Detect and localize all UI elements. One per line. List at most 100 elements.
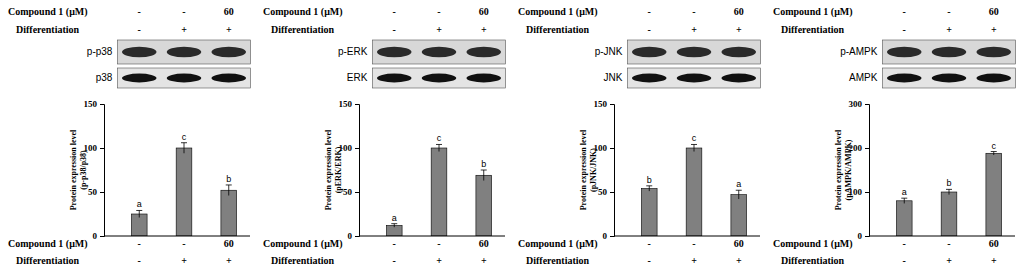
significance-letter: c bbox=[182, 132, 187, 142]
y-tick-mark bbox=[355, 104, 359, 105]
y-tick-mark bbox=[100, 148, 104, 149]
condition-entry: + bbox=[946, 255, 952, 266]
blot-band bbox=[212, 47, 246, 58]
bar bbox=[176, 148, 192, 236]
condition-entry: - bbox=[138, 255, 141, 266]
y-axis-line bbox=[100, 105, 105, 237]
condition-entry: - bbox=[393, 6, 396, 17]
x-axis bbox=[614, 236, 760, 237]
y-tick-label: 0 bbox=[858, 231, 863, 241]
significance-letter: c bbox=[437, 133, 442, 143]
blot-band bbox=[122, 74, 156, 83]
significance-letter: b bbox=[647, 175, 652, 185]
x-axis-line bbox=[104, 236, 250, 237]
significance-letter: a bbox=[902, 187, 907, 197]
y-tick-mark bbox=[610, 104, 614, 105]
y-tick-label: 0 bbox=[93, 231, 98, 241]
condition-label: Compound 1 (μM) bbox=[8, 6, 88, 18]
y-axis-title: (pERK/ERK) bbox=[334, 146, 343, 193]
condition-entry: - bbox=[437, 6, 440, 17]
condition-entry: - bbox=[903, 24, 906, 35]
plot-marks bbox=[131, 143, 236, 236]
y-tick: 150 bbox=[339, 99, 360, 109]
blot-band bbox=[677, 47, 711, 58]
condition-entry: - bbox=[947, 238, 950, 249]
bar bbox=[731, 195, 747, 236]
error-cap bbox=[691, 144, 697, 145]
error-cap bbox=[481, 170, 487, 171]
condition-label: Differentiation bbox=[271, 255, 335, 266]
blot-frame bbox=[372, 68, 505, 88]
condition-entry: 60 bbox=[224, 6, 234, 17]
blot-frame bbox=[882, 40, 1015, 64]
y-tick-label: 300 bbox=[849, 99, 863, 109]
y-tick-mark bbox=[610, 236, 614, 237]
condition-entry: - bbox=[648, 255, 651, 266]
condition-entry: + bbox=[181, 24, 187, 35]
y-tick: 50 bbox=[88, 187, 104, 197]
condition-entry: - bbox=[138, 24, 141, 35]
error-cap bbox=[991, 151, 997, 152]
blot-band bbox=[632, 47, 666, 58]
blot-band bbox=[212, 74, 246, 83]
error-bar bbox=[993, 152, 994, 156]
y-tick-label: 50 bbox=[88, 187, 98, 197]
y-axis-title: Protein expression level bbox=[579, 129, 588, 210]
error-bar bbox=[394, 224, 395, 228]
condition-entry: - bbox=[182, 238, 185, 249]
blot-frame bbox=[117, 40, 250, 64]
condition-label: Compound 1 (μM) bbox=[518, 238, 598, 250]
condition-label: Differentiation bbox=[781, 255, 845, 266]
y-tick-mark bbox=[610, 148, 614, 149]
condition-entry: - bbox=[692, 238, 695, 249]
y-axis-line bbox=[865, 105, 870, 237]
blot-frame bbox=[627, 68, 760, 88]
y-tick-mark bbox=[355, 192, 359, 193]
error-bar bbox=[949, 189, 950, 194]
blot-label: p-ERK bbox=[338, 46, 368, 57]
bar bbox=[431, 148, 447, 236]
error-cap bbox=[646, 185, 652, 186]
condition-entry: - bbox=[138, 238, 141, 249]
y-axis-title: Protein expression level bbox=[324, 129, 333, 210]
blot-band bbox=[887, 47, 921, 58]
error-cap bbox=[436, 144, 442, 145]
condition-entry: - bbox=[437, 238, 440, 249]
condition-entry: - bbox=[393, 24, 396, 35]
condition-entry: + bbox=[991, 255, 997, 266]
condition-entry: + bbox=[736, 255, 742, 266]
condition-entry: - bbox=[692, 6, 695, 17]
y-tick: 150 bbox=[84, 99, 105, 109]
x-axis bbox=[359, 236, 505, 237]
blot-band bbox=[977, 47, 1011, 58]
error-bar bbox=[184, 143, 185, 154]
condition-label: Differentiation bbox=[271, 24, 335, 35]
condition-entry: + bbox=[691, 24, 697, 35]
blot-frame bbox=[627, 40, 760, 64]
y-tick: 0 bbox=[858, 231, 870, 241]
error-bar bbox=[649, 186, 650, 191]
plot-marks bbox=[896, 152, 1001, 236]
y-tick-mark bbox=[100, 236, 104, 237]
error-cap bbox=[946, 189, 952, 190]
blot-frame bbox=[372, 40, 505, 64]
y-tick: 0 bbox=[93, 231, 105, 241]
blot-band bbox=[167, 47, 201, 58]
error-cap bbox=[901, 198, 907, 199]
plot-marks bbox=[641, 144, 746, 236]
x-axis bbox=[869, 236, 1015, 237]
x-axis-line bbox=[869, 236, 1015, 237]
condition-entry: + bbox=[181, 255, 187, 266]
plot-marks bbox=[386, 144, 491, 236]
error-bar bbox=[483, 170, 484, 181]
y-axis-title: (p-p38/p38) bbox=[79, 150, 88, 190]
y-tick-label: 150 bbox=[84, 99, 98, 109]
y-tick: 300 bbox=[849, 99, 870, 109]
condition-entry: 60 bbox=[989, 6, 999, 17]
y-tick-mark bbox=[100, 192, 104, 193]
panel: Compound 1 (μM)--60Differentiation-++Com… bbox=[8, 6, 251, 266]
condition-entry: - bbox=[182, 6, 185, 17]
blot-band bbox=[677, 74, 711, 83]
blot-band bbox=[722, 47, 756, 58]
y-tick-mark bbox=[865, 192, 869, 193]
